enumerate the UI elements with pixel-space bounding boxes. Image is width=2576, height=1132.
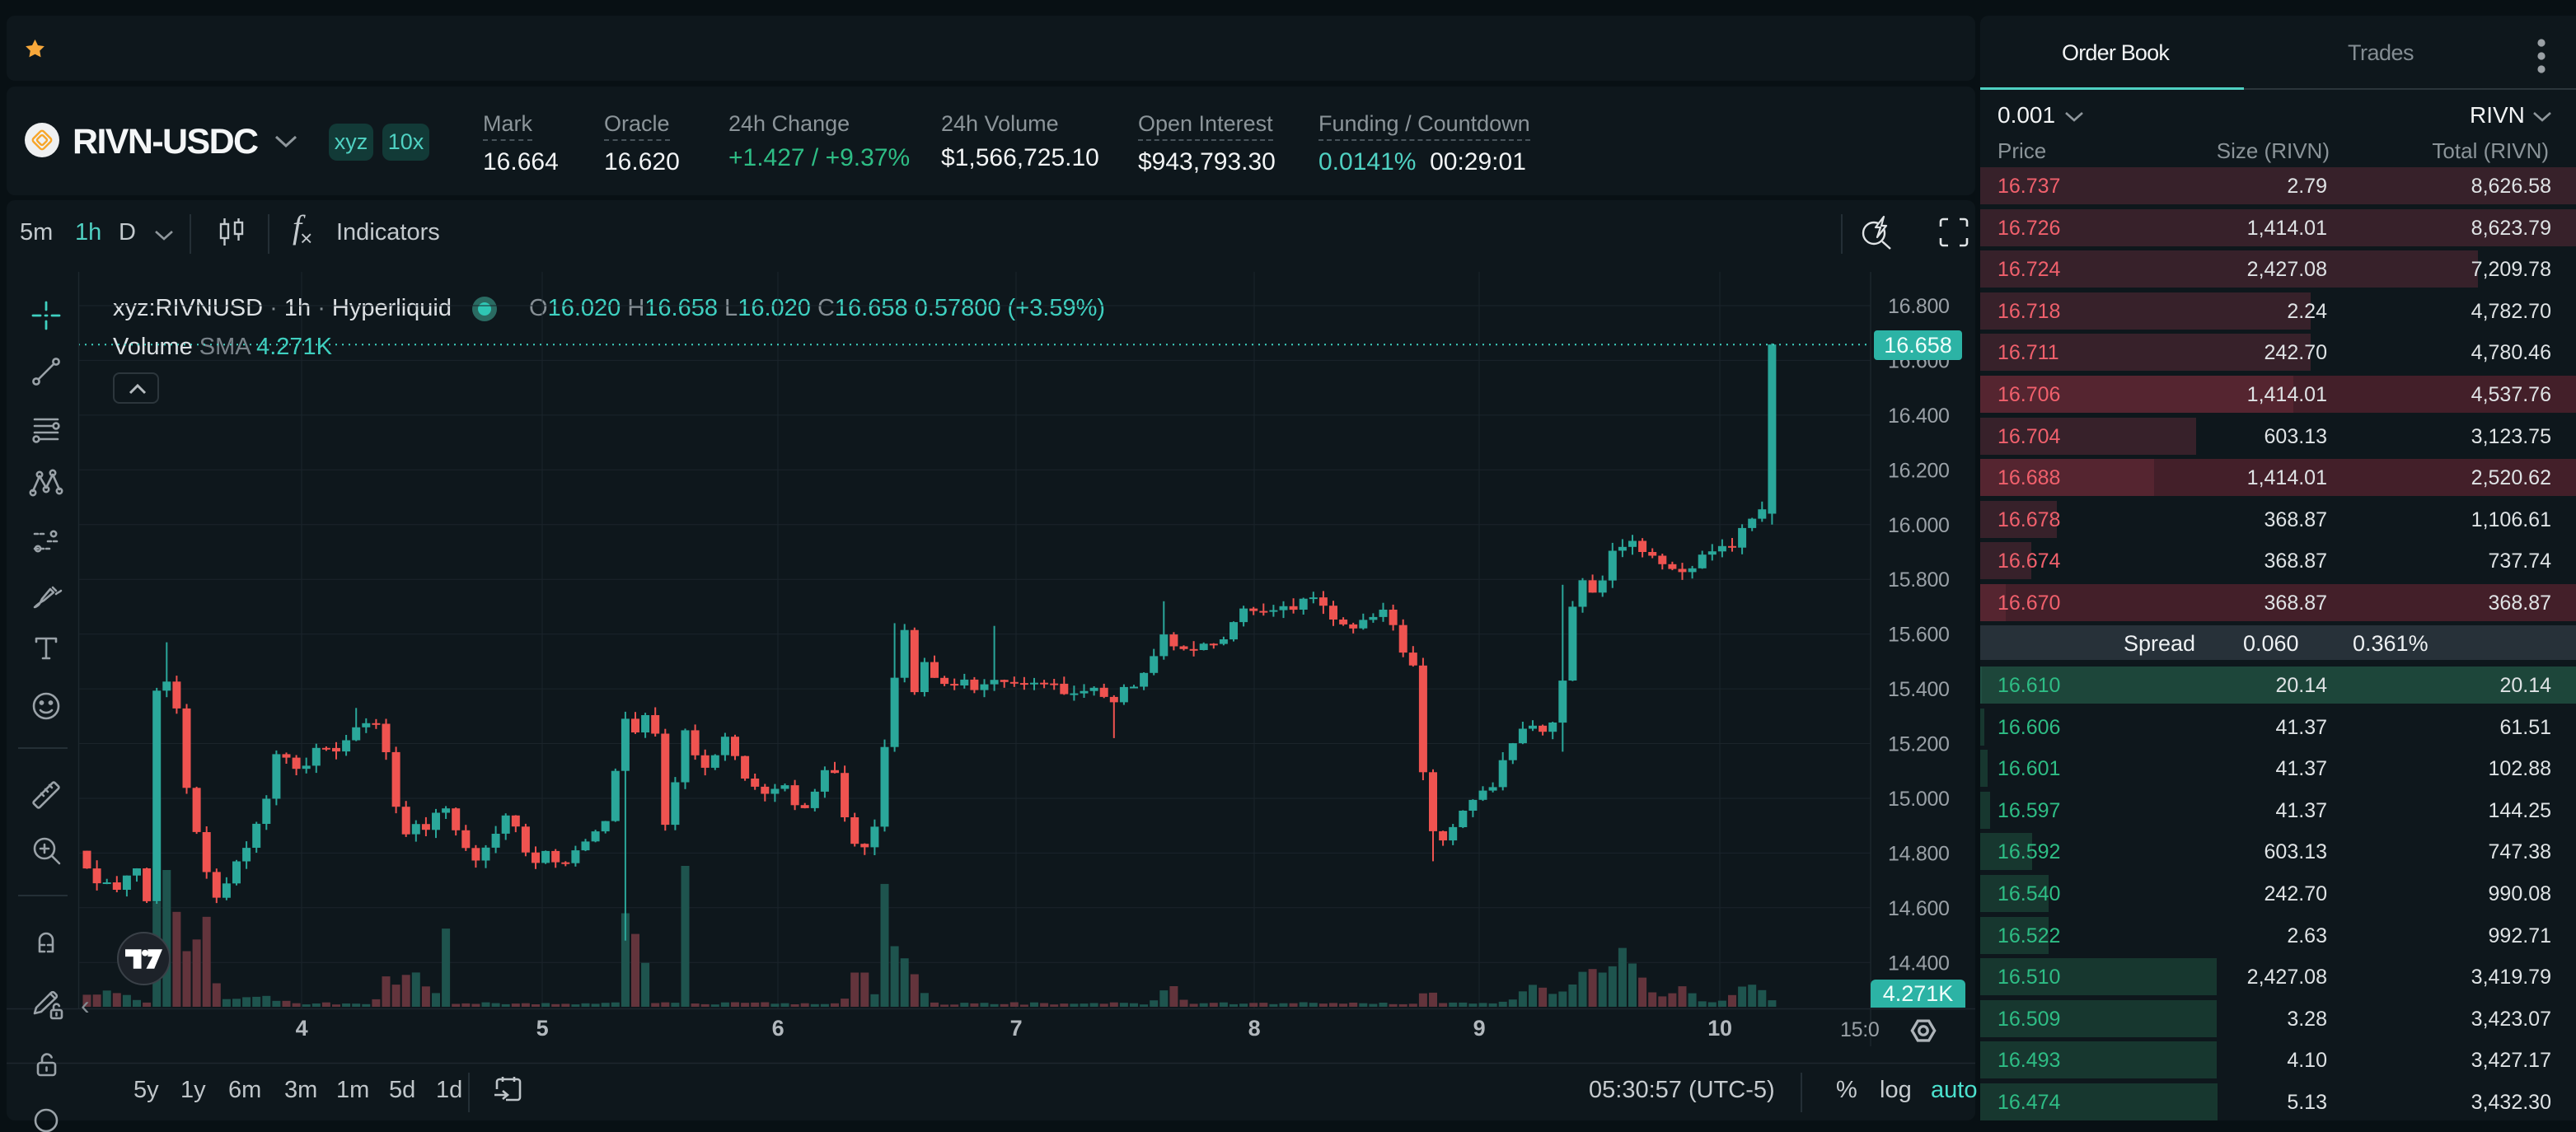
svg-text:4: 4 [296,1016,308,1041]
svg-text:14.600: 14.600 [1888,897,1950,920]
svg-text:7: 7 [1010,1016,1023,1041]
svg-text:15.600: 15.600 [1888,624,1950,647]
svg-text:10: 10 [1707,1016,1731,1041]
svg-text:9: 9 [1473,1016,1486,1041]
svg-text:15.800: 15.800 [1888,568,1950,592]
svg-text:15.000: 15.000 [1888,788,1950,811]
svg-text:16.800: 16.800 [1888,295,1950,318]
svg-text:8: 8 [1248,1016,1261,1041]
svg-text:16.200: 16.200 [1888,459,1950,482]
svg-text:14.400: 14.400 [1888,952,1950,975]
svg-text:15.400: 15.400 [1888,678,1950,701]
svg-text:6: 6 [772,1016,785,1041]
svg-text:15:0: 15:0 [1840,1018,1879,1041]
svg-text:16.400: 16.400 [1888,405,1950,428]
svg-text:5: 5 [536,1016,549,1041]
svg-text:14.800: 14.800 [1888,842,1950,865]
svg-text:16.000: 16.000 [1888,514,1950,537]
svg-text:15.200: 15.200 [1888,733,1950,756]
